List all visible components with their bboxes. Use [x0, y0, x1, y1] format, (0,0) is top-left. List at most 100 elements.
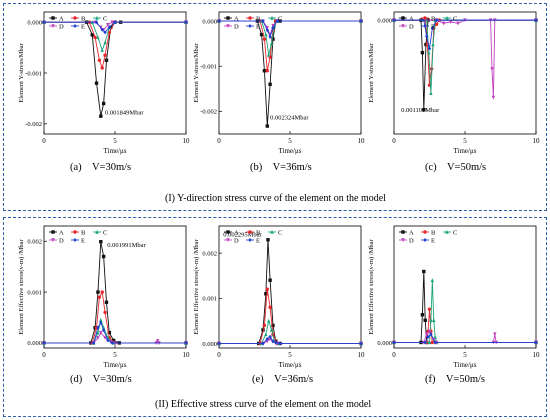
y-axis-label-f: Element Effective stress(v-m) /Mbar	[368, 238, 375, 334]
chart-panel-a: 0 5 10 0.000 -0.001 -0.002 Time/μs Element Y-st…	[18, 11, 190, 155]
legend-label-D-e: D	[234, 237, 239, 244]
data-point-E-a	[94, 20, 99, 25]
legend-marker-E-d	[73, 238, 77, 242]
legend-d: A B C D E	[49, 229, 107, 244]
series-B-e	[217, 287, 363, 346]
data-point-D-b	[271, 23, 275, 28]
legend-marker-C-f	[445, 229, 449, 234]
y-axis-label-a: Element Y-stress/Mbar	[18, 42, 25, 102]
data-point-A-b	[265, 124, 269, 128]
y-axis-label-b: Element Y-stress/Mbar	[193, 42, 200, 102]
legend-label-B-f: B	[431, 229, 436, 236]
y-tick-label-d: 0.002	[27, 239, 42, 246]
caption-c-value: V=50m/s	[446, 162, 487, 173]
series-line-A-c	[394, 19, 536, 110]
legend-marker-A-e	[226, 230, 230, 234]
data-point-C-b	[269, 41, 274, 46]
data-point-E-b	[261, 19, 265, 24]
data-point-E-e	[268, 334, 272, 339]
data-point-E-d	[42, 340, 46, 345]
series-E-c	[392, 18, 538, 51]
data-point-C-a	[100, 48, 104, 52]
series-B-c	[392, 18, 538, 87]
series-E-f	[392, 332, 538, 345]
y-tick-label-a: -0.001	[25, 70, 42, 77]
chart-panel-f: 0 5 10 0.000 Time/μs Element Effective stress…	[368, 225, 540, 369]
y-tick-label-d: 0.000	[27, 340, 42, 347]
plot-frame-e	[218, 225, 362, 349]
data-point-A-f	[420, 313, 425, 317]
data-point-A-d	[107, 331, 112, 335]
x-axis-label-a: Time/μs	[104, 147, 127, 155]
data-point-A-b	[259, 32, 264, 37]
series-line-E-e	[219, 336, 361, 344]
data-point-A-d	[101, 254, 106, 259]
data-point-E-d	[99, 320, 103, 325]
legend-label-E-c: E	[431, 23, 435, 30]
legend-label-E-f: E	[431, 237, 435, 244]
data-point-E-c	[392, 18, 396, 23]
legend-marker-B-d	[73, 230, 77, 234]
legend-marker-A-f	[401, 230, 405, 234]
x-axis-label-d: Time/μs	[104, 361, 127, 369]
legend-a: A B C D E	[49, 15, 107, 30]
y-axis-label-e: Element Effective stress(v-m) /Mbar	[193, 238, 200, 334]
y-tick-label-a: -0.002	[25, 121, 42, 128]
legend-label-A-a: A	[59, 15, 64, 22]
data-point-B-d	[100, 290, 104, 294]
data-point-D-a	[106, 23, 110, 27]
series-A-e	[217, 238, 363, 346]
data-point-C-e	[269, 327, 274, 332]
series-line-C-a	[44, 21, 186, 52]
x-tick-label-a: 5	[113, 137, 117, 145]
data-point-E-e	[274, 340, 278, 345]
caption-e: (e) V=36m/s	[252, 374, 313, 385]
x-tick-label-f: 0	[392, 351, 396, 359]
series-B-a	[42, 20, 188, 70]
legend-marker-B-f	[423, 230, 427, 234]
data-point-B-a	[93, 35, 97, 40]
data-point-C-d	[96, 330, 100, 335]
x-tick-label-d: 10	[183, 351, 191, 359]
legend-marker-A-a	[51, 16, 55, 20]
data-point-B-c	[434, 22, 439, 26]
caption-a-value: V=30m/s	[91, 162, 132, 173]
series-line-B-a	[44, 21, 186, 70]
series-C-a	[42, 20, 188, 52]
series-line-D-f	[394, 330, 536, 343]
x-tick-label-b: 10	[358, 137, 366, 145]
legend-label-E-d: E	[81, 237, 85, 244]
data-point-A-d	[99, 240, 103, 244]
x-tick-label-b: 0	[217, 137, 221, 145]
legend-marker-E-f	[423, 238, 427, 242]
data-point-E-b	[275, 19, 279, 24]
data-point-E-f	[426, 334, 430, 339]
data-point-A-e	[264, 292, 268, 296]
series-line-A-a	[44, 21, 186, 117]
series-line-D-c	[394, 19, 536, 98]
data-point-A-a	[104, 58, 109, 62]
chart-panel-b: 0 5 10 0.000 -0.001 -0.002 Time/μs Element Y-st…	[193, 11, 366, 155]
peak-annotation-a: 0.001849Mbar	[105, 110, 144, 117]
peak-annotation-e: 0.002295Mbar	[223, 231, 262, 238]
legend-label-C-e: C	[278, 229, 282, 236]
data-point-D-d	[155, 339, 160, 343]
data-point-B-a	[103, 53, 107, 57]
data-point-C-d	[99, 317, 103, 322]
data-point-A-f	[422, 269, 426, 274]
data-point-D-f	[493, 332, 497, 337]
legend-marker-C-a	[95, 15, 99, 20]
data-point-D-b	[265, 26, 269, 30]
x-tick-label-b: 5	[288, 137, 292, 145]
series-line-E-f	[394, 333, 536, 343]
data-point-E-c	[534, 18, 538, 23]
x-tick-label-c: 0	[392, 137, 396, 145]
caption-f: (f) V=50m/s	[425, 374, 485, 385]
legend-c: A B C D E	[399, 15, 457, 30]
series-D-c	[392, 18, 538, 100]
legend-label-D-d: D	[59, 237, 64, 244]
data-point-E-b	[271, 25, 275, 30]
data-point-A-a	[99, 114, 103, 118]
data-point-E-a	[184, 20, 188, 25]
series-line-A-e	[219, 239, 361, 344]
